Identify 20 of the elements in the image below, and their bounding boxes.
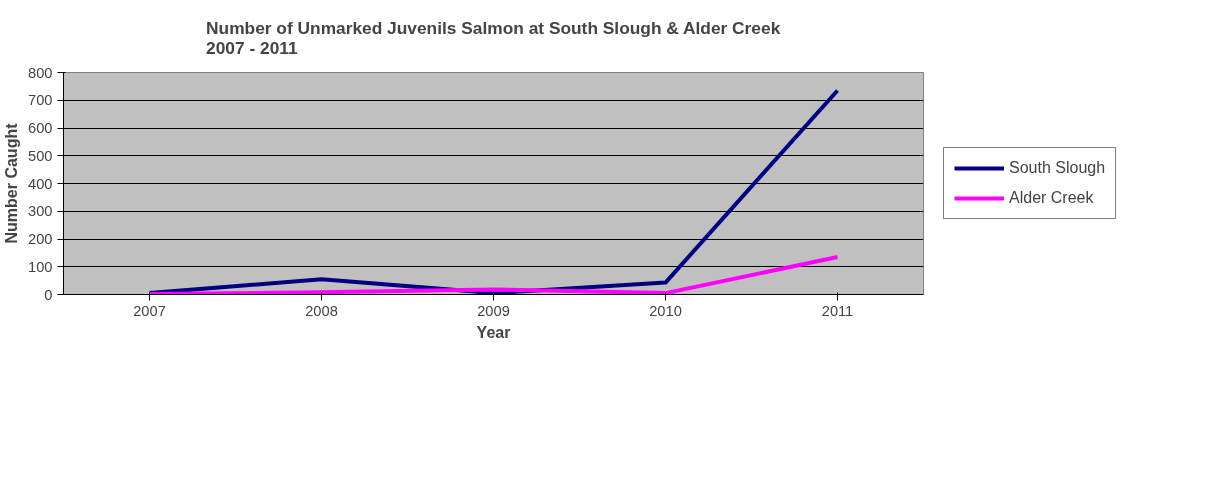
chart-title: Number of Unmarked Juvenils Salmon at South Slough & Alder Creek 2007 - 2011	[206, 17, 781, 58]
x-tick-label: 2011	[821, 302, 854, 319]
legend-label: South Slough	[1009, 159, 1106, 177]
x-tick-label: 2010	[649, 302, 682, 319]
line-series	[147, 255, 840, 295]
x-axis-title: Year	[476, 323, 511, 341]
legend-label: Alder Creek	[1009, 189, 1094, 207]
y-tick-label: 200	[28, 231, 53, 247]
y-tick-label: 100	[28, 258, 53, 275]
y-tick-label: 500	[28, 147, 53, 164]
x-tick-label: 2007	[133, 302, 166, 319]
y-tick-label: 800	[28, 64, 53, 81]
y-tick-label: 700	[28, 92, 53, 109]
y-tick-label: 600	[28, 120, 53, 136]
x-tick-label: 2008	[305, 302, 338, 319]
y-axis-title: Number Caught	[3, 122, 21, 244]
y-tick-label: 0	[44, 286, 53, 303]
y-tick-label: 300	[28, 203, 53, 220]
y-tick-label: 400	[28, 175, 53, 192]
x-tick-label: 2009	[477, 302, 510, 319]
